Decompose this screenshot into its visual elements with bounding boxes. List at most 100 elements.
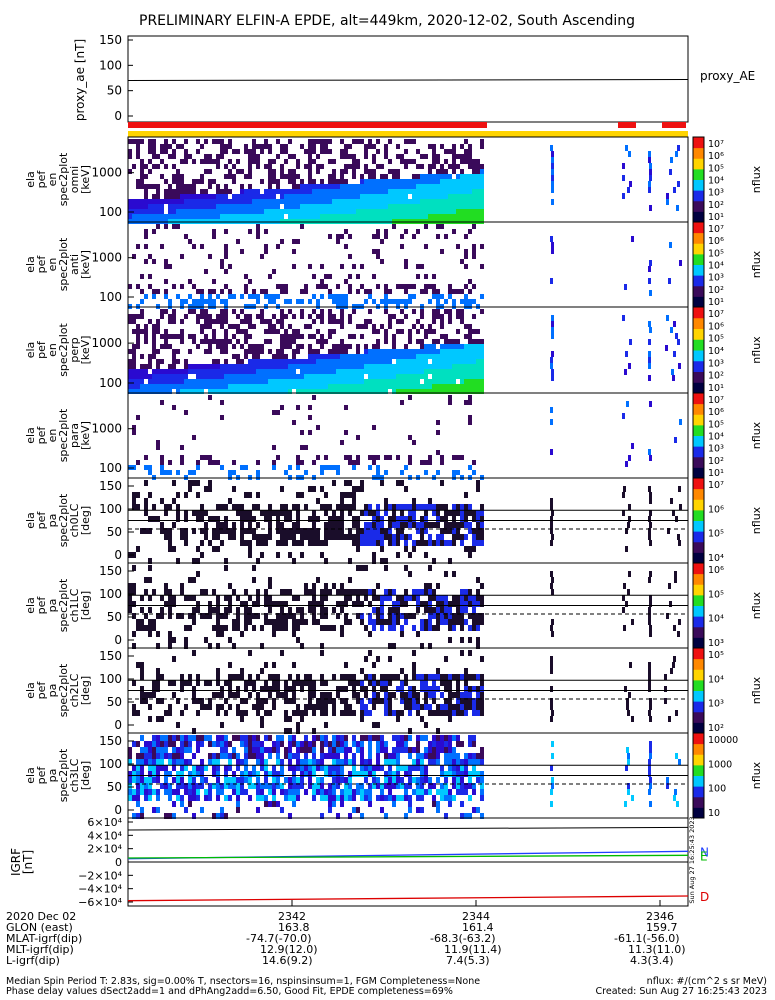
spectrogram-cell: [232, 753, 236, 759]
igrf-tick-label: −2×10⁴: [78, 869, 122, 882]
spectrogram-cell: [308, 139, 312, 144]
spectrogram-cell: [360, 613, 364, 619]
spectrogram-cell: [392, 643, 396, 649]
spectrogram-cell: [396, 765, 400, 771]
spectrogram-cell: [276, 680, 280, 686]
spectrogram-cell: [244, 589, 248, 595]
spectrogram-cell: [364, 795, 368, 801]
spectrogram-cell: [332, 704, 336, 710]
spectrogram-cell: [649, 169, 652, 175]
spectrogram-cell: [480, 704, 484, 710]
spectrogram-cell: [168, 789, 172, 795]
spectrogram-cell: [420, 264, 424, 269]
spectrogram-cell: [460, 359, 464, 364]
spectrogram-cell: [396, 214, 400, 219]
pa-ch3-tick-label: 0: [114, 803, 122, 817]
spectrogram-cell: [172, 777, 176, 783]
spectrogram-cell: [224, 777, 228, 783]
spectrogram-cell: [212, 179, 216, 184]
spectrogram-cell: [380, 674, 384, 680]
spectrogram-cell: [184, 234, 188, 239]
spectrogram-cell: [280, 765, 284, 771]
spectrogram-cell: [464, 369, 468, 374]
spectrogram-cell: [464, 595, 468, 601]
spectrogram-cell: [396, 184, 400, 189]
spectrogram-cell: [304, 164, 308, 169]
spectrogram-cell: [232, 194, 236, 199]
spectrogram-cell: [172, 154, 176, 159]
spectrogram-cell: [216, 765, 220, 771]
spectrogram-cell: [412, 504, 416, 510]
spectrogram-cell: [376, 364, 380, 369]
spectrogram-cell: [452, 339, 456, 344]
spectrogram-cell: [460, 144, 464, 149]
spectrogram-cell: [148, 274, 152, 279]
spectrogram-cell: [228, 680, 232, 686]
spectrogram-cell: [200, 384, 204, 389]
spectrogram-cell: [316, 619, 320, 625]
spectrogram-cell: [392, 747, 396, 753]
spectrogram-cell: [384, 589, 388, 595]
spectrogram-cell: [464, 214, 468, 219]
spectrogram-cell: [192, 558, 196, 564]
spectrogram-cell: [320, 309, 324, 314]
spectrogram-cell: [352, 189, 356, 194]
spectrogram-cell: [272, 364, 276, 369]
spectrogram-cell: [300, 528, 304, 534]
spectrogram-cell: [416, 349, 420, 354]
spectrogram-cell: [308, 199, 312, 204]
spectrogram-cell: [192, 777, 196, 783]
spectrogram-cell: [460, 759, 464, 765]
spectrogram-cell: [312, 364, 316, 369]
spectrogram-cell: [144, 189, 148, 194]
spectrogram-cell: [248, 741, 252, 747]
spectrogram-cell: [408, 460, 412, 465]
spectrogram-cell: [372, 299, 376, 304]
spectrogram-cell: [372, 765, 376, 771]
spectrogram-cell: [316, 789, 320, 795]
spectrogram-cell: [384, 558, 388, 564]
spectrogram-cell: [256, 199, 260, 204]
spectrogram-cell: [180, 284, 184, 289]
spectrogram-cell: [292, 199, 296, 204]
spectrogram-cell: [464, 698, 468, 704]
spectrogram-cell: [216, 813, 220, 819]
spectrogram-cell: [256, 389, 260, 394]
spectrogram-cell: [468, 179, 472, 184]
spectrogram-cell: [324, 204, 328, 209]
spectrogram-cell: [408, 698, 412, 704]
spectrogram-cell: [623, 625, 626, 631]
spectrogram-cell: [340, 510, 344, 516]
spectrogram-cell: [404, 184, 408, 189]
spectrogram-cell: [368, 698, 372, 704]
spectrogram-cell: [168, 189, 172, 194]
spectrogram-cell: [208, 154, 212, 159]
spectrogram-cell: [352, 264, 356, 269]
spectrogram-cell: [156, 164, 160, 169]
spectrogram-cell: [152, 789, 156, 795]
spectrogram-cell: [622, 510, 625, 516]
spectrogram-cell: [148, 379, 152, 384]
spectrogram-cell: [280, 239, 284, 244]
spectrogram-cell: [368, 309, 372, 314]
spectrogram-cell: [140, 274, 144, 279]
spectrogram-cell: [200, 314, 204, 319]
spectrogram-cell: [260, 765, 264, 771]
spectrogram-cell: [224, 184, 228, 189]
energy-perp-ylabel: en: [46, 343, 59, 357]
spectrogram-cell: [376, 284, 380, 289]
spectrogram-cell: [468, 199, 472, 204]
spectrogram-cell: [256, 189, 260, 194]
spectrogram-cell: [220, 692, 224, 698]
spectrogram-cell: [550, 528, 553, 534]
spectrogram-cell: [256, 522, 260, 528]
spectrogram-cell: [280, 209, 284, 214]
spectrogram-cell: [460, 698, 464, 704]
spectrogram-cell: [144, 199, 148, 204]
spectrogram-cell: [204, 795, 208, 801]
spectrogram-cell: [188, 309, 192, 314]
spectrogram-cell: [172, 801, 176, 807]
spectrogram-cell: [244, 209, 248, 214]
spectrogram-cell: [352, 204, 356, 209]
spectrogram-cell: [352, 139, 356, 144]
